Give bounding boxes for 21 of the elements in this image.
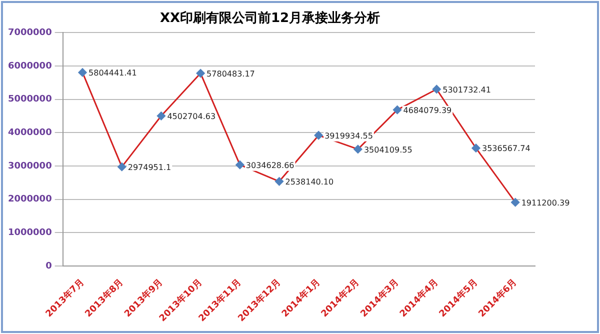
data-label: 4502704.63: [167, 112, 216, 121]
data-label: 2974951.1: [128, 162, 172, 172]
data-label: 3919934.55: [324, 131, 373, 140]
y-tick-label: 4000000: [8, 128, 52, 138]
y-tick-label: 0: [46, 261, 52, 272]
y-tick-label: 7000000: [8, 28, 52, 38]
data-label: 3504109.55: [364, 145, 412, 154]
data-label: 2538140.10: [285, 177, 334, 186]
data-label: 5804441.41: [88, 68, 137, 78]
y-tick-label: 2000000: [8, 194, 52, 205]
chart-title: XX印刷有限公司前12月承接业务分析: [160, 10, 380, 26]
data-label: 5780483.17: [206, 69, 255, 78]
data-label: 3536567.74: [482, 144, 530, 154]
y-tick-label: 3000000: [8, 161, 52, 172]
data-label: 4684079.39: [403, 106, 452, 115]
y-tick-label: 1000000: [8, 228, 52, 238]
y-tick-label: 5000000: [8, 94, 52, 105]
data-label: 3034628.66: [246, 160, 294, 170]
data-label: 5301732.41: [442, 85, 491, 94]
y-tick-label: 6000000: [8, 61, 52, 72]
data-label: 1911200.39: [521, 198, 570, 208]
